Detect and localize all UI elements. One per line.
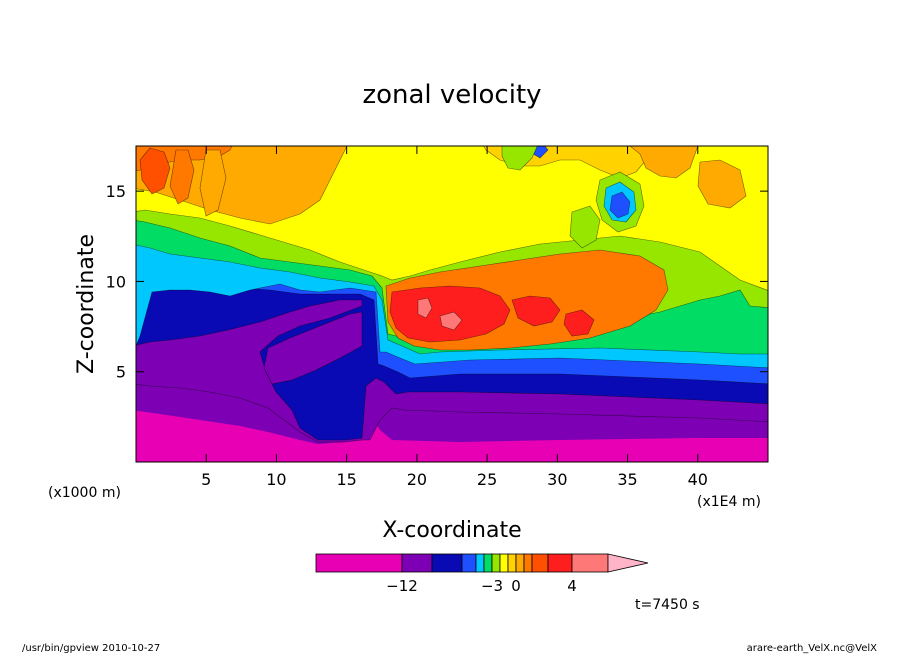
y-tick-label: 15 bbox=[106, 182, 126, 201]
field-orange-left-3 bbox=[199, 149, 227, 217]
field-violet-wedge bbox=[263, 311, 363, 385]
y-unit-label: (x1000 m) bbox=[48, 485, 121, 501]
colorbar-segment bbox=[431, 553, 463, 573]
y-tick-label: 5 bbox=[116, 363, 126, 382]
colorbar-label: 0 bbox=[511, 577, 521, 595]
field-layer-2 bbox=[136, 410, 768, 462]
colorbar-segment bbox=[547, 553, 573, 573]
chart-title: zonal velocity bbox=[362, 80, 541, 110]
x-tick-label: 35 bbox=[617, 470, 637, 489]
colorbar-segment bbox=[483, 553, 493, 573]
colorbar-label: −3 bbox=[481, 577, 503, 595]
colorbar-segment bbox=[315, 553, 403, 573]
colorbar-segment bbox=[461, 553, 477, 573]
x-tick-label: 25 bbox=[477, 470, 497, 489]
field-pink-cell-1 bbox=[417, 297, 433, 319]
field-layer-13 bbox=[627, 146, 699, 179]
x-tick-label: 40 bbox=[688, 470, 708, 489]
colorbar-segment bbox=[515, 553, 525, 573]
colorbar-segment bbox=[571, 553, 609, 573]
contour-field bbox=[136, 146, 768, 462]
plot-frame bbox=[135, 145, 769, 463]
y-axis-label: Z-coordinate bbox=[74, 234, 99, 374]
time-label: t=7450 s bbox=[635, 597, 700, 613]
field-orange-left-1 bbox=[139, 147, 171, 195]
field-red-cell-2 bbox=[563, 309, 595, 337]
colorbar-extension-arrow bbox=[607, 553, 649, 573]
x-unit-label: (x1E4 m) bbox=[697, 494, 761, 510]
colorbar-segment bbox=[531, 553, 549, 573]
field-orange-right bbox=[697, 159, 747, 209]
colorbar-label: 4 bbox=[567, 577, 577, 595]
x-tick-label: 10 bbox=[266, 470, 286, 489]
x-tick-label: 30 bbox=[547, 470, 567, 489]
field-blobs bbox=[139, 146, 747, 385]
colorbar-label: −12 bbox=[386, 577, 418, 595]
y-axis: 5 10 15 bbox=[106, 182, 768, 382]
colorbar-segment bbox=[475, 553, 485, 573]
field-pink-cell-2 bbox=[439, 311, 463, 331]
x-tick-label: 20 bbox=[407, 470, 427, 489]
footer-right: arare-earth_VelX.nc@VelX bbox=[747, 643, 878, 654]
colorbar-segment bbox=[523, 553, 533, 573]
colorbar-segment bbox=[491, 553, 501, 573]
field-green-cell bbox=[569, 205, 601, 249]
field-blue-pocket bbox=[609, 191, 631, 219]
x-tick-label: 5 bbox=[201, 470, 211, 489]
colorbar bbox=[315, 553, 649, 573]
field-green-top bbox=[501, 146, 538, 171]
x-axis: 5 10 15 20 25 30 35 40 bbox=[201, 146, 708, 489]
field-orange-left-2 bbox=[169, 149, 195, 205]
colorbar-segment bbox=[507, 553, 517, 573]
colorbar-labels: −12 −3 0 4 bbox=[386, 577, 577, 595]
y-tick-label: 10 bbox=[106, 272, 126, 291]
colorbar-segment bbox=[499, 553, 509, 573]
colorbar-segment bbox=[401, 553, 433, 573]
x-axis-label: X-coordinate bbox=[382, 518, 521, 543]
field-red-cell-1 bbox=[511, 295, 561, 327]
x-tick-label: 15 bbox=[336, 470, 356, 489]
footer-left: /usr/bin/gpview 2010-10-27 bbox=[22, 643, 160, 654]
